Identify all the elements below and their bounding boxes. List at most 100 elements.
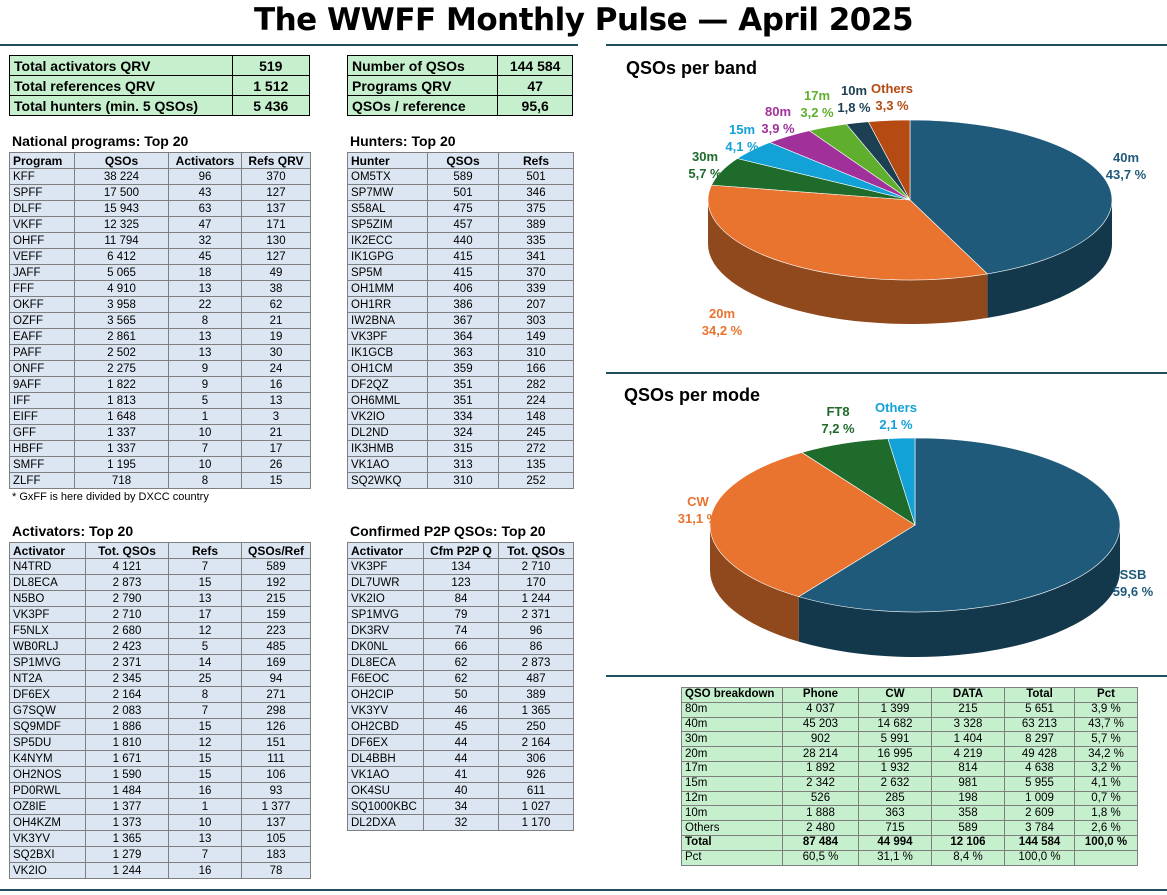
qso-breakdown-table: QSO breakdown Phone CW DATA Total Pct 80m 4 03… bbox=[681, 687, 1138, 866]
table-cell: 3,2 % bbox=[1074, 760, 1138, 777]
table-cell: 611 bbox=[498, 782, 574, 799]
kpi-value: 5 436 bbox=[231, 95, 311, 116]
row-label-cell: VK3PF bbox=[9, 606, 86, 623]
table-row: VK2IO 84 1 244 bbox=[347, 590, 574, 607]
slice-category-label: 15m bbox=[729, 122, 755, 137]
table-cell: 1 bbox=[168, 798, 242, 815]
row-label-cell: VK1AO bbox=[347, 766, 424, 783]
table-row: SQ2BXI 1 279 7 183 bbox=[9, 846, 311, 863]
page-title: The WWFF Monthly Pulse — April 2025 bbox=[253, 2, 914, 38]
divider-bottom bbox=[0, 889, 1167, 891]
table-row: F6EOC 62 487 bbox=[347, 670, 574, 687]
table-cell: 4,1 % bbox=[1074, 775, 1138, 792]
table-cell: 5 bbox=[168, 392, 242, 409]
column-header: Tot. QSOs bbox=[85, 542, 169, 559]
table-row: 17m 1 892 1 932 814 4 638 3,2 % bbox=[681, 760, 1138, 777]
table-cell: 44 bbox=[423, 750, 499, 767]
kpi-label: Number of QSOs bbox=[346, 55, 499, 76]
pie-slice-ssb bbox=[797, 437, 1121, 613]
row-label-cell: OH1MM bbox=[347, 280, 428, 297]
table-cell: 78 bbox=[241, 862, 311, 879]
row-label-cell: EIFF bbox=[9, 408, 75, 425]
table-cell: 2 371 bbox=[85, 654, 169, 671]
table-cell: 14 682 bbox=[858, 716, 932, 733]
column-header: QSO breakdown bbox=[681, 687, 783, 703]
table-cell: 10 bbox=[168, 456, 242, 473]
row-label-cell: VK2IO bbox=[347, 408, 428, 425]
row-label-cell: IK1GCB bbox=[347, 344, 428, 361]
table-cell: 100,0 % bbox=[1074, 834, 1138, 851]
table-row: DF6EX 44 2 164 bbox=[347, 734, 574, 751]
table-cell: 271 bbox=[241, 686, 311, 703]
row-label-cell: OZ8IE bbox=[9, 798, 86, 815]
table-cell: 49 428 bbox=[1004, 746, 1075, 762]
slice-category-label: Others bbox=[871, 81, 913, 96]
kpi-row: Number of QSOs 144 584 bbox=[346, 55, 573, 76]
table-cell: 215 bbox=[241, 590, 311, 607]
table-cell: 7 bbox=[168, 558, 242, 575]
kpi-label: Total activators QRV bbox=[9, 55, 233, 76]
table-cell: 28 214 bbox=[782, 746, 859, 762]
slice-category-label: FT8 bbox=[826, 404, 849, 419]
table-row: DL8ECA 62 2 873 bbox=[347, 654, 574, 671]
divider-low-right bbox=[606, 675, 1167, 677]
table-row: SP1MVG 79 2 371 bbox=[347, 606, 574, 623]
table-cell: 715 bbox=[858, 820, 932, 836]
table-cell: 169 bbox=[241, 654, 311, 671]
table-cell: 902 bbox=[782, 731, 859, 748]
table-cell: 1 bbox=[168, 408, 242, 425]
table-cell: 9 bbox=[168, 376, 242, 393]
table-cell: 370 bbox=[498, 264, 574, 281]
column-header: Phone bbox=[782, 687, 859, 703]
table-cell: 18 bbox=[168, 264, 242, 281]
table-row: N4TRD 4 121 7 589 bbox=[9, 558, 311, 575]
table-cell: 49 bbox=[241, 264, 311, 281]
table-cell: 12 bbox=[168, 734, 242, 751]
table-cell: 1 892 bbox=[782, 760, 859, 777]
kpi-label: Total hunters (min. 5 QSOs) bbox=[9, 95, 233, 116]
table-cell: 1 377 bbox=[85, 798, 169, 815]
row-label-cell: VK3YV bbox=[347, 702, 424, 719]
table-header-row: Activator Tot. QSOs Refs QSOs/Ref bbox=[9, 542, 311, 559]
row-label-cell: HBFF bbox=[9, 440, 75, 457]
table-cell: 31,1 % bbox=[858, 849, 932, 866]
table-cell: 215 bbox=[931, 701, 1005, 718]
divider-top-right bbox=[606, 44, 1167, 46]
slice-category-label: 40m bbox=[1113, 150, 1139, 165]
slice-category-label: SSB bbox=[1120, 567, 1147, 582]
hunters-title: Hunters: Top 20 bbox=[350, 133, 456, 149]
table-cell: 1 888 bbox=[782, 805, 859, 822]
row-label-cell: ZLFF bbox=[9, 472, 75, 489]
table-cell: 814 bbox=[931, 760, 1005, 777]
table-cell: 16 995 bbox=[858, 746, 932, 762]
table-row: SQ9MDF 1 886 15 126 bbox=[9, 718, 311, 735]
slice-category-label: 10m bbox=[841, 83, 867, 98]
table-cell: 6 412 bbox=[74, 248, 169, 265]
table-row: SP1MVG 2 371 14 169 bbox=[9, 654, 311, 671]
table-cell: 324 bbox=[427, 424, 499, 441]
table-cell: 38 224 bbox=[74, 168, 169, 185]
column-header: Activator bbox=[9, 542, 86, 559]
table-row: 20m 28 214 16 995 4 219 49 428 34,2 % bbox=[681, 746, 1138, 762]
table-cell: 1 377 bbox=[241, 798, 311, 815]
table-cell: 440 bbox=[427, 232, 499, 249]
pie-side bbox=[708, 200, 1112, 324]
row-label-cell: JAFF bbox=[9, 264, 75, 281]
table-cell: 21 bbox=[241, 424, 311, 441]
table-row: IK1GPG 415 341 bbox=[347, 248, 574, 265]
kpi-label: Total references QRV bbox=[9, 75, 233, 96]
row-label-cell: F5NLX bbox=[9, 622, 86, 639]
table-row: OZFF 3 565 8 21 bbox=[9, 312, 311, 329]
table-cell: 2 609 bbox=[1004, 805, 1075, 822]
table-cell: 339 bbox=[498, 280, 574, 297]
table-cell: 130 bbox=[241, 232, 311, 249]
table-cell: 96 bbox=[498, 622, 574, 639]
kpi-row: QSOs / reference 95,6 bbox=[346, 95, 573, 116]
table-cell: 144 584 bbox=[1004, 834, 1075, 851]
band-chart-title: QSOs per band bbox=[626, 58, 758, 78]
table-cell bbox=[1074, 849, 1138, 866]
table-cell: 2,6 % bbox=[1074, 820, 1138, 836]
table-cell: 15 bbox=[168, 750, 242, 767]
row-label-cell: SQ1000KBC bbox=[347, 798, 424, 815]
column-header: Total bbox=[1004, 687, 1075, 703]
